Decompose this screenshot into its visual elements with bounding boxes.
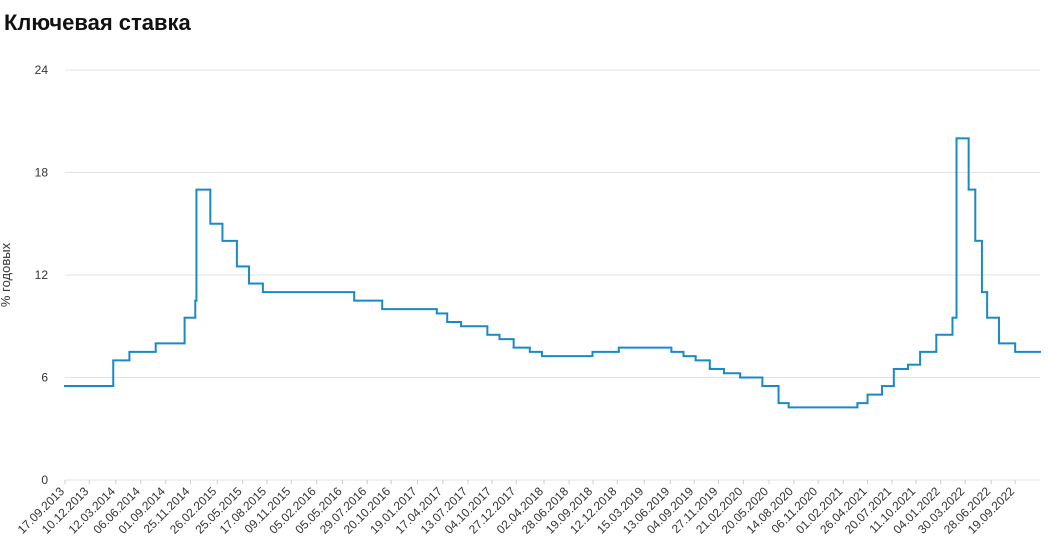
chart-title: Ключевая ставка bbox=[4, 10, 192, 35]
y-axis-label: % годовых bbox=[0, 242, 13, 307]
y-tick-label: 0 bbox=[41, 473, 48, 487]
y-tick-label: 24 bbox=[35, 63, 49, 77]
y-tick-label: 12 bbox=[35, 268, 49, 282]
y-tick-label: 6 bbox=[41, 371, 48, 385]
y-tick-label: 18 bbox=[35, 166, 49, 180]
